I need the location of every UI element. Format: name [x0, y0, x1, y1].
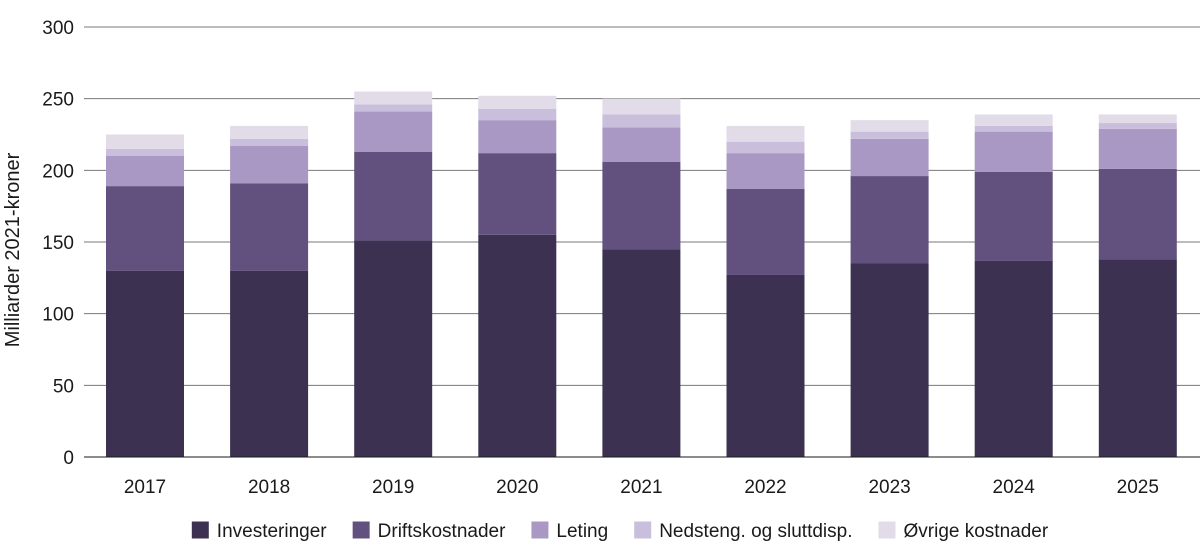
bar-segment	[1098, 128, 1177, 169]
y-tick-label: 100	[42, 305, 74, 326]
bar-segment	[478, 108, 557, 121]
bar-segment	[354, 240, 433, 457]
bar-segment	[230, 183, 309, 271]
legend-item: Leting	[531, 521, 608, 542]
legend-label: Investeringer	[217, 521, 328, 542]
bar-segment	[1098, 168, 1177, 260]
legend-swatch	[352, 521, 370, 539]
bar-segment	[478, 234, 557, 457]
x-tick-label: 2024	[993, 477, 1036, 498]
bar-segment	[726, 188, 805, 275]
bar-segment	[1098, 259, 1177, 457]
bar-segment	[602, 114, 681, 128]
x-tick-label: 2020	[496, 477, 538, 498]
legend-item: Øvrige kostnader	[878, 521, 1049, 542]
bar-segment	[850, 263, 929, 457]
bar-segment	[106, 156, 184, 187]
bar-segment	[230, 270, 309, 457]
y-axis-ticks: 0 50 100 150 200 250 300	[42, 18, 74, 469]
bar-segment	[974, 131, 1053, 172]
bar-segment	[602, 161, 681, 250]
bar-segment	[354, 104, 433, 112]
bar-segment	[974, 125, 1053, 132]
legend-swatch	[531, 521, 549, 539]
bar-segment	[478, 153, 557, 235]
y-tick-label: 150	[42, 233, 74, 254]
y-tick-label: 250	[42, 90, 74, 111]
bar-segment	[726, 125, 805, 142]
bar-segment	[478, 120, 557, 154]
legend-label: Nedsteng. og sluttdisp.	[659, 521, 852, 542]
bar-segment	[230, 145, 309, 184]
x-tick-label: 2017	[124, 477, 166, 498]
bar-segment	[726, 153, 805, 189]
bar-segment	[850, 131, 929, 139]
bar-segment	[230, 125, 309, 139]
bar-segment	[850, 176, 929, 264]
x-tick-label: 2023	[868, 477, 910, 498]
x-tick-label: 2018	[248, 477, 290, 498]
bar-segment	[726, 274, 805, 457]
legend-label: Driftskostnader	[378, 521, 506, 542]
bar-segment	[1098, 114, 1177, 124]
bar-segment	[850, 120, 929, 132]
legend-swatch	[191, 521, 209, 539]
legend-swatch	[634, 521, 652, 539]
bar-segment	[106, 270, 184, 457]
bar-segment	[602, 249, 681, 457]
bars	[106, 91, 1177, 457]
bar-segment	[354, 91, 433, 105]
bar-segment	[726, 141, 805, 154]
legend-item: Investeringer	[191, 521, 328, 542]
bar-segment	[602, 98, 681, 115]
legend-label: Øvrige kostnader	[904, 521, 1049, 542]
x-tick-label: 2022	[744, 477, 786, 498]
bar-segment	[602, 127, 681, 162]
bar-segment	[478, 95, 557, 109]
bar-segment	[354, 111, 433, 152]
y-tick-label: 0	[63, 448, 74, 469]
bar-segment	[354, 151, 433, 241]
bar-segment	[974, 114, 1053, 126]
bar-segment	[106, 134, 184, 149]
bar-segment	[106, 148, 184, 156]
legend-item: Driftskostnader	[352, 521, 506, 542]
x-tick-label: 2019	[372, 477, 414, 498]
legend-swatch	[878, 521, 896, 539]
bar-segment	[106, 186, 184, 271]
y-axis-title: Milliarder 2021-kroner	[2, 152, 24, 347]
bar-segment	[850, 138, 929, 177]
bar-segment	[230, 138, 309, 146]
bar-segment	[974, 171, 1053, 261]
y-tick-label: 300	[42, 18, 74, 39]
y-tick-label: 200	[42, 161, 74, 182]
bar-segment	[1098, 123, 1177, 129]
legend-item: Nedsteng. og sluttdisp.	[634, 521, 853, 542]
legend: Investeringer Driftskostnader Leting Nedste…	[191, 521, 1049, 542]
y-tick-label: 50	[53, 376, 74, 397]
legend-label: Leting	[556, 521, 608, 542]
bar-segment	[974, 260, 1053, 457]
x-tick-label: 2021	[620, 477, 662, 498]
x-tick-label: 2025	[1117, 477, 1159, 498]
x-axis-ticks: 2017 2018 2019 2020 2021 2022 2023 2024 2025	[124, 477, 1159, 498]
